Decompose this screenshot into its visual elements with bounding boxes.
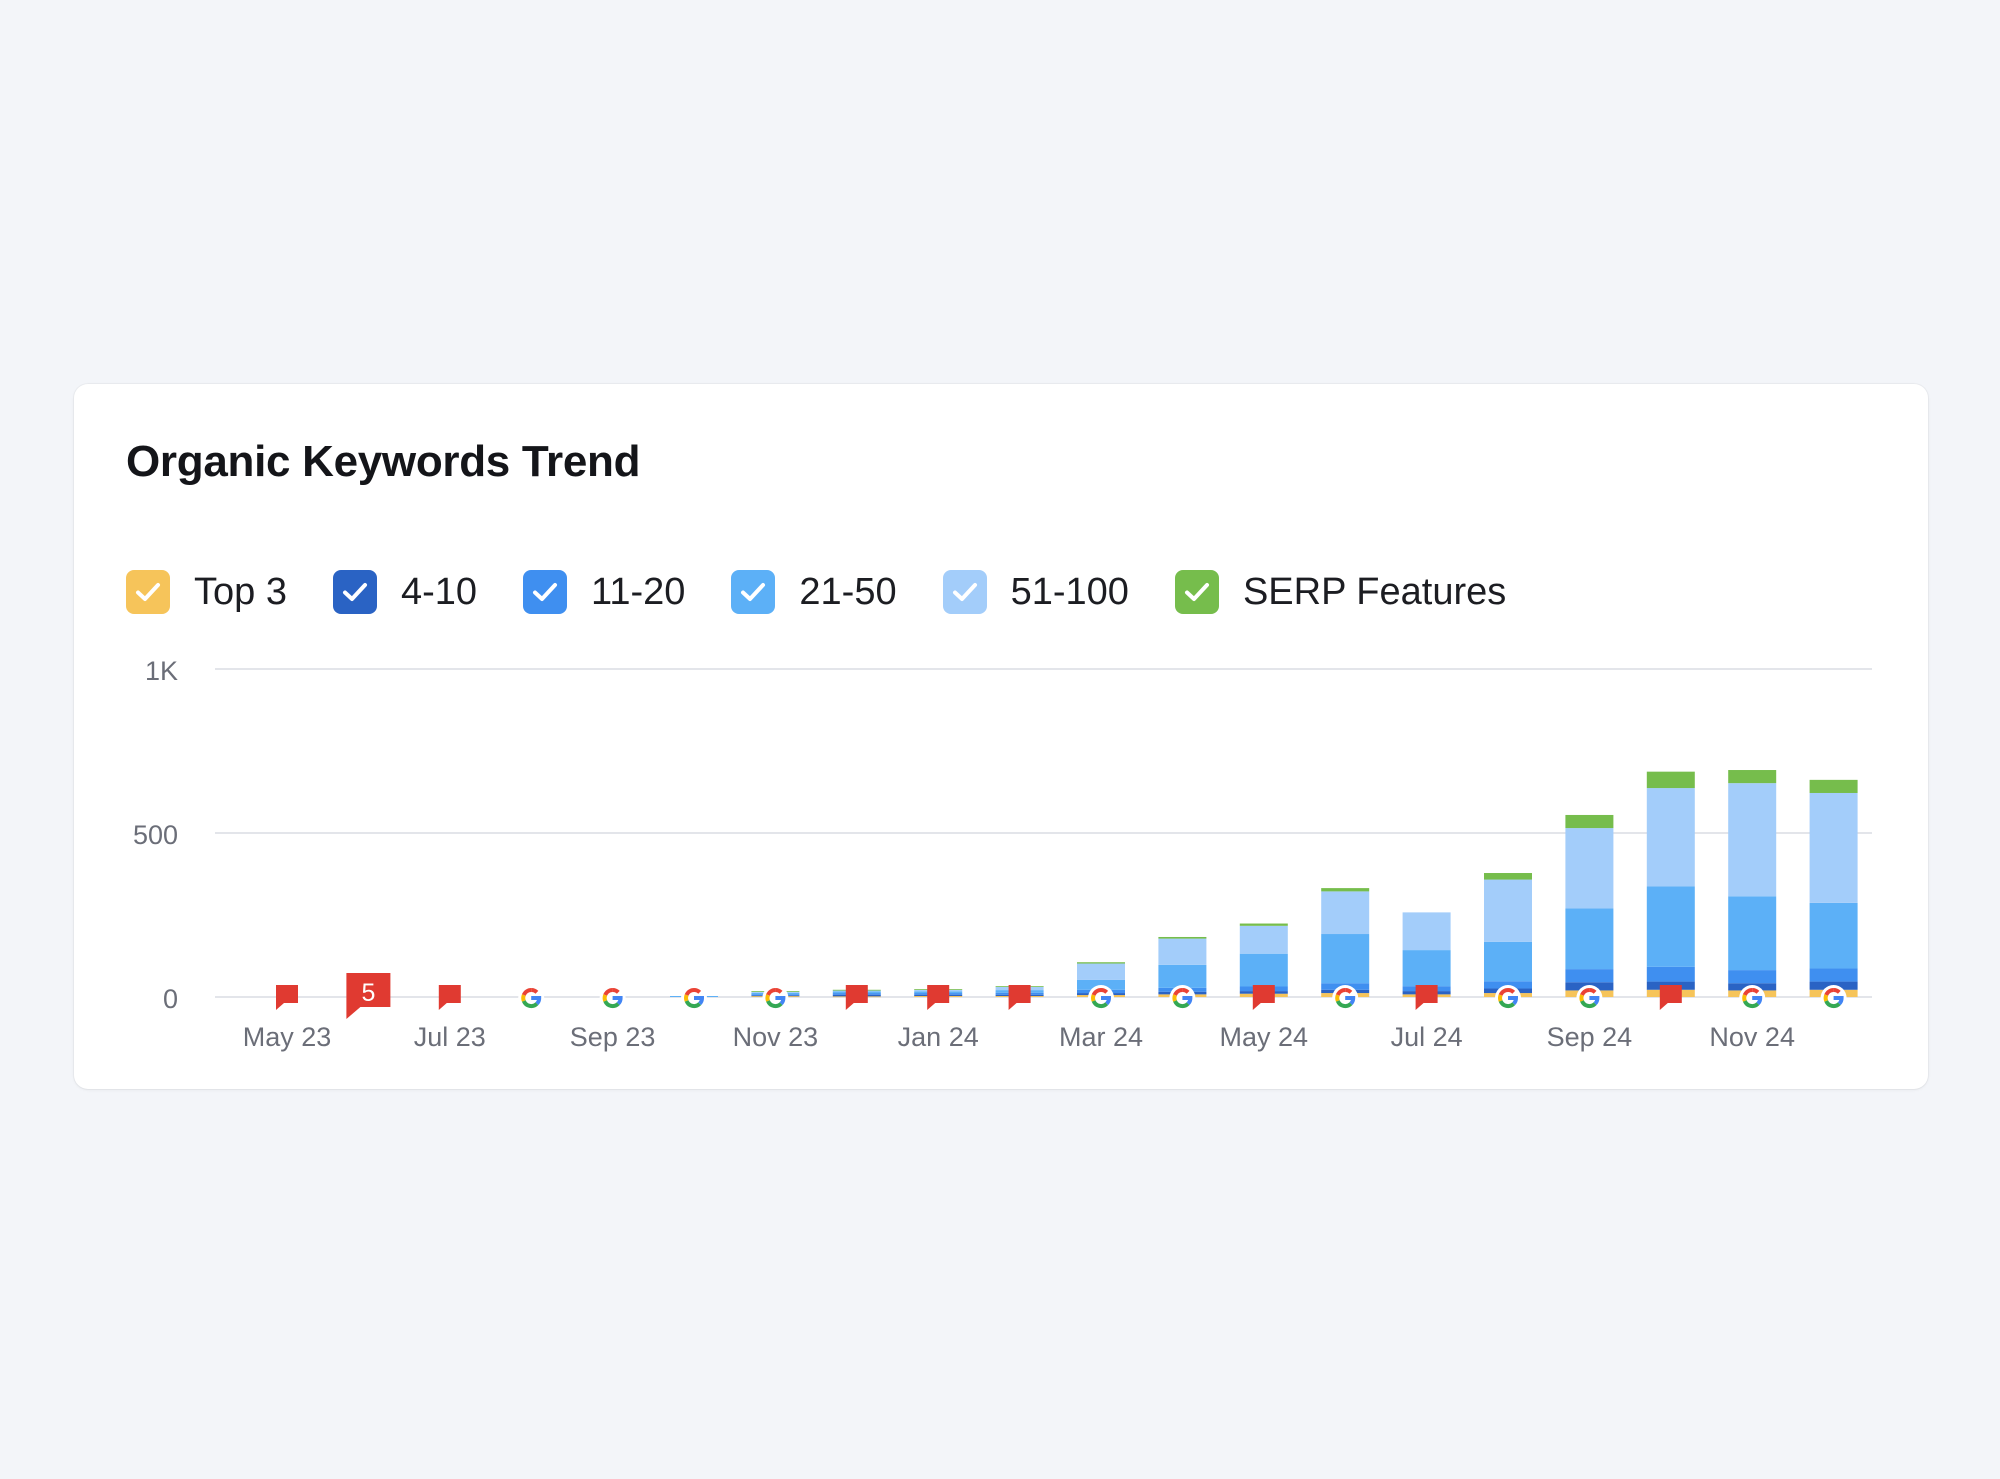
- checkmark-icon: [136, 583, 160, 601]
- x-tick-label: Sep 24: [1547, 1022, 1633, 1052]
- bar-segment[interactable]: [1158, 936, 1207, 939]
- x-tick-label: May 23: [243, 1022, 332, 1052]
- legend-label: 4-10: [400, 570, 478, 613]
- note-marker-count[interactable]: 5: [346, 973, 391, 1019]
- google-update-icon[interactable]: [599, 985, 626, 1011]
- bar-segment[interactable]: [1321, 934, 1370, 984]
- google-update-icon[interactable]: [1820, 985, 1847, 1011]
- note-flag-icon[interactable]: [1252, 985, 1275, 1010]
- x-tick-label: Jul 24: [1391, 1022, 1463, 1052]
- bar-segment[interactable]: [1484, 879, 1532, 942]
- bar-segment[interactable]: [1565, 908, 1614, 970]
- legend-item-top-3[interactable]: Top 3: [126, 570, 287, 614]
- bar-segment[interactable]: [1809, 792, 1858, 903]
- y-tick-label: 500: [133, 820, 178, 850]
- y-tick-label: 0: [163, 984, 178, 1014]
- google-update-icon[interactable]: [681, 985, 707, 1011]
- note-flag-icon: [346, 973, 391, 1019]
- legend-label: Top 3: [194, 570, 287, 613]
- google-update-icon[interactable]: [518, 985, 545, 1011]
- bar-segment[interactable]: [1158, 938, 1207, 965]
- bar-segment[interactable]: [1239, 925, 1288, 954]
- bar-segment[interactable]: [1158, 964, 1207, 988]
- bar-segment[interactable]: [1077, 979, 1125, 990]
- bar-segment[interactable]: [1321, 891, 1370, 935]
- x-tick-label: Jan 24: [898, 1022, 979, 1052]
- bar-segment[interactable]: [1728, 783, 1777, 897]
- legend-checkbox[interactable]: [942, 570, 987, 614]
- bar-segment[interactable]: [1077, 963, 1125, 980]
- bar-segment[interactable]: [1646, 886, 1695, 967]
- x-tick-label: May 24: [1220, 1022, 1309, 1052]
- note-flag-icon[interactable]: [845, 985, 868, 1010]
- legend-checkbox[interactable]: [523, 570, 568, 614]
- legend-item-serp-features[interactable]: SERP Features: [1174, 570, 1507, 614]
- chart-legend: Top 3 4-10 11-20 21-50 51-100 SERP Features: [126, 568, 1552, 616]
- note-flag-icon[interactable]: [1415, 985, 1438, 1010]
- note-flag-icon[interactable]: [1008, 985, 1031, 1010]
- bar-segment[interactable]: [1565, 969, 1614, 983]
- legend-checkbox[interactable]: [731, 570, 776, 614]
- legend-checkbox[interactable]: [332, 570, 377, 614]
- x-tick-label: Mar 24: [1059, 1022, 1143, 1052]
- bar-segment[interactable]: [1402, 912, 1451, 951]
- legend-checkbox[interactable]: [126, 570, 170, 614]
- bar-segment[interactable]: [1402, 950, 1451, 987]
- bar-segment[interactable]: [1646, 788, 1695, 887]
- bar-segment[interactable]: [1239, 923, 1288, 926]
- bar-segment[interactable]: [1565, 828, 1614, 909]
- legend-item-11-20[interactable]: 11-20: [523, 570, 685, 614]
- bar-segment[interactable]: [1321, 888, 1370, 892]
- google-update-icon[interactable]: [1088, 985, 1114, 1011]
- note-flag-icon[interactable]: [438, 985, 461, 1010]
- checkmark-icon: [533, 583, 558, 601]
- x-tick-label: Nov 24: [1709, 1022, 1795, 1052]
- note-flag-icon[interactable]: [927, 985, 950, 1010]
- chart-title: Organic Keywords Trend: [126, 437, 641, 486]
- note-flag-icon[interactable]: [1659, 985, 1682, 1010]
- x-tick-label: Sep 23: [570, 1022, 656, 1052]
- bar-segment[interactable]: [1077, 962, 1125, 964]
- google-update-icon[interactable]: [762, 985, 789, 1011]
- legend-label: SERP Features: [1242, 570, 1507, 613]
- bar-segment[interactable]: [1646, 771, 1695, 789]
- google-update-icon[interactable]: [1332, 985, 1359, 1011]
- checkmark-icon: [1184, 583, 1209, 601]
- legend-item-4-10[interactable]: 4-10: [332, 570, 478, 614]
- google-update-icon[interactable]: [1169, 985, 1196, 1011]
- bar-segment[interactable]: [1646, 966, 1695, 982]
- keywords-trend-card: Organic Keywords Trend Top 3 4-10 11-20 21-…: [74, 384, 1928, 1089]
- legend-item-21-50[interactable]: 21-50: [731, 570, 897, 614]
- bar-segment[interactable]: [1809, 779, 1858, 793]
- bar-segment[interactable]: [1728, 896, 1777, 971]
- legend-checkbox[interactable]: [1174, 570, 1219, 614]
- bar-segment[interactable]: [1809, 968, 1858, 982]
- google-update-icon[interactable]: [1739, 985, 1766, 1011]
- bar-segment[interactable]: [1728, 970, 1777, 984]
- x-tick-label: Jul 23: [414, 1022, 486, 1052]
- note-flag-icon[interactable]: [276, 985, 298, 1010]
- checkmark-icon: [342, 583, 367, 601]
- legend-item-51-100[interactable]: 51-100: [942, 570, 1129, 614]
- bar-segment[interactable]: [1565, 814, 1614, 829]
- google-update-icon[interactable]: [1495, 985, 1521, 1011]
- y-tick-label: 1K: [145, 656, 178, 686]
- bar-segment[interactable]: [1809, 902, 1858, 969]
- bar-segment[interactable]: [1484, 981, 1532, 989]
- bar-segment[interactable]: [1484, 941, 1532, 982]
- legend-label: 11-20: [591, 570, 686, 613]
- google-update-icon[interactable]: [1576, 985, 1603, 1011]
- x-tick-label: Nov 23: [733, 1022, 819, 1052]
- bar-segment[interactable]: [1728, 770, 1777, 784]
- legend-label: 51-100: [1010, 570, 1129, 613]
- bar-segment[interactable]: [1239, 953, 1288, 987]
- note-count: 5: [361, 979, 375, 1007]
- bar-segment[interactable]: [1484, 873, 1532, 880]
- legend-label: 21-50: [799, 570, 897, 613]
- checkmark-icon: [952, 583, 977, 601]
- checkmark-icon: [741, 583, 766, 601]
